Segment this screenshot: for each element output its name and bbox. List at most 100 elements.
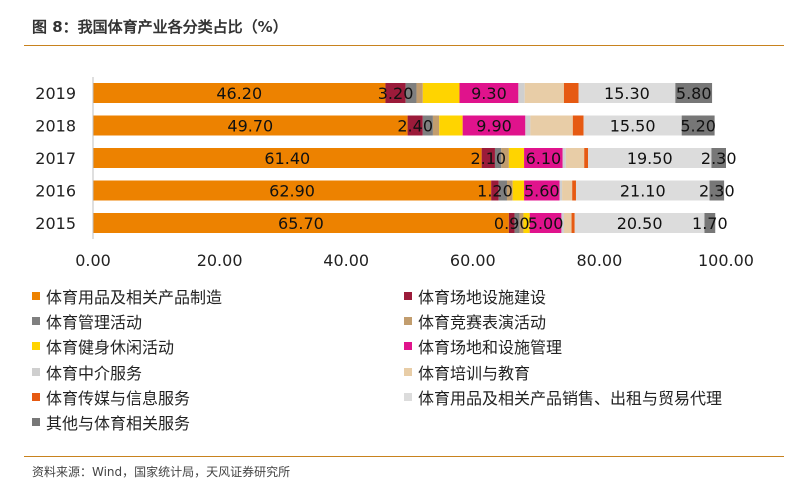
bar-segment-2015-0: [93, 213, 509, 233]
bar-segment-2018-8: [572, 115, 584, 136]
bar-segment-2017-2: [494, 148, 502, 168]
title-divider: [24, 45, 784, 46]
y-tick-label-2017: 2017: [35, 149, 76, 168]
bar-segment-2018-3: [432, 115, 440, 136]
data-label-2016-10: 2.30: [699, 182, 735, 201]
bar-segment-2016-10: [709, 180, 725, 201]
bar-segment-2018-1: [407, 115, 423, 136]
bar-segment-2015-10: [704, 213, 716, 233]
bar-segment-2019-6: [518, 83, 525, 103]
bar-segment-2018-9: [583, 115, 682, 136]
bar-segment-2017-9: [588, 148, 712, 168]
bar-segment-2016-6: [559, 180, 563, 201]
data-labels: 46.20 3.20 9.30 15.30 5.80 49.70 2.40 9.90 15.50…: [216, 84, 736, 233]
data-label-2019-1: 3.20: [378, 84, 414, 103]
bar-segment-2017-10: [711, 148, 726, 168]
data-label-2016-5: 5.60: [524, 182, 560, 201]
data-label-2019-9: 15.30: [604, 84, 650, 103]
bar-segment-2018-0: [93, 115, 408, 136]
bar-segment-2018-5: [462, 115, 526, 136]
bar-segment-2015-5: [529, 213, 562, 233]
data-label-2015-0: 65.70: [278, 214, 324, 233]
x-tick-label-5: 100.00: [698, 251, 754, 270]
data-label-2019-5: 9.30: [471, 84, 507, 103]
data-label-2015-9: 20.50: [617, 214, 663, 233]
data-label-2015-5: 5.00: [528, 214, 564, 233]
bar-segment-2015-1: [508, 213, 515, 233]
data-label-2017-10: 2.30: [701, 149, 737, 168]
bar-segment-2016-5: [524, 180, 560, 201]
y-tick-label-2019: 2019: [35, 84, 76, 103]
data-label-2018-10: 5.20: [680, 117, 716, 136]
bar-segment-2015-8: [571, 213, 575, 233]
bar-segment-2017-5: [524, 148, 563, 168]
data-label-2018-1: 2.40: [397, 117, 433, 136]
bar-segment-2015-4: [523, 213, 530, 233]
x-tick-label-4: 80.00: [576, 251, 622, 270]
bar-segment-2016-0: [93, 180, 492, 201]
data-label-2018-0: 49.70: [227, 117, 273, 136]
bar-segment-2016-7: [562, 180, 573, 201]
data-label-2016-1: 1.20: [477, 182, 513, 201]
bar-segment-2016-1: [491, 180, 499, 201]
bar-segment-2017-7: [565, 148, 585, 168]
data-label-2016-9: 21.10: [620, 182, 666, 201]
source-divider: [24, 456, 784, 457]
data-label-2017-1: 2.10: [470, 149, 506, 168]
bar-segment-2019-1: [385, 83, 406, 103]
bar-segment-2016-8: [572, 180, 576, 201]
data-label-2017-5: 6.10: [526, 149, 562, 168]
bar-segment-2015-6: [561, 213, 564, 233]
bar-segment-2019-8: [563, 83, 579, 103]
bar-segment-2018-4: [439, 115, 463, 136]
x-tick-label-1: 20.00: [197, 251, 243, 270]
data-label-2017-0: 61.40: [264, 149, 310, 168]
bar-segment-2019-0: [93, 83, 386, 103]
bar-segment-2019-3: [416, 83, 423, 103]
bar-segment-2018-10: [681, 115, 715, 136]
source-note: 资料来源：Wind，国家统计局，天风证券研究所: [32, 465, 291, 479]
bar-segment-2017-0: [93, 148, 482, 168]
bar-segments: [93, 83, 726, 233]
bar-segment-2016-4: [512, 180, 525, 201]
bar-segment-2019-7: [524, 83, 564, 103]
y-tick-label-2018: 2018: [35, 117, 76, 136]
data-label-2015-1: 0.90: [494, 214, 530, 233]
x-axis: 0.00 20.00 40.00 60.00 80.00 100.00: [75, 251, 754, 270]
x-tick-label-0: 0.00: [75, 251, 111, 270]
bar-segment-2017-3: [501, 148, 509, 168]
bar-segment-2017-6: [562, 148, 566, 168]
data-label-2016-0: 62.90: [269, 182, 315, 201]
y-tick-label-2016: 2016: [35, 182, 76, 201]
bar-segment-2015-9: [574, 213, 705, 233]
bar-segment-2015-7: [563, 213, 572, 233]
bar-segment-2015-3: [519, 213, 524, 233]
bar-segment-2015-2: [514, 213, 520, 233]
bar-segment-2019-9: [578, 83, 676, 103]
y-tick-label-2015: 2015: [35, 214, 76, 233]
data-label-2018-5: 9.90: [476, 117, 512, 136]
bar-segment-2019-4: [422, 83, 460, 103]
bar-segment-2017-4: [508, 148, 525, 168]
x-tick-label-2: 40.00: [323, 251, 369, 270]
bar-segment-2016-9: [575, 180, 710, 201]
data-label-2017-9: 19.50: [627, 149, 673, 168]
bar-segment-2016-2: [498, 180, 507, 201]
bar-segment-2019-2: [405, 83, 417, 103]
data-label-2015-10: 1.70: [692, 214, 728, 233]
data-label-2019-10: 5.80: [676, 84, 712, 103]
x-tick-label-3: 60.00: [450, 251, 496, 270]
data-label-2018-9: 15.50: [610, 117, 656, 136]
bar-segment-2017-1: [481, 148, 495, 168]
bar-segment-2018-2: [422, 115, 433, 136]
bar-segment-2017-8: [584, 148, 589, 168]
bar-segment-2019-5: [459, 83, 519, 103]
bar-segment-2018-7: [530, 115, 573, 136]
data-label-2019-0: 46.20: [216, 84, 262, 103]
bar-segment-2019-10: [675, 83, 713, 103]
bar-segment-2018-6: [525, 115, 531, 136]
chart-title: 图 8：我国体育产业各分类占比（%）: [32, 18, 288, 36]
y-axis: 2019 2018 2017 2016 2015: [35, 77, 94, 239]
bar-segment-2016-3: [506, 180, 513, 201]
